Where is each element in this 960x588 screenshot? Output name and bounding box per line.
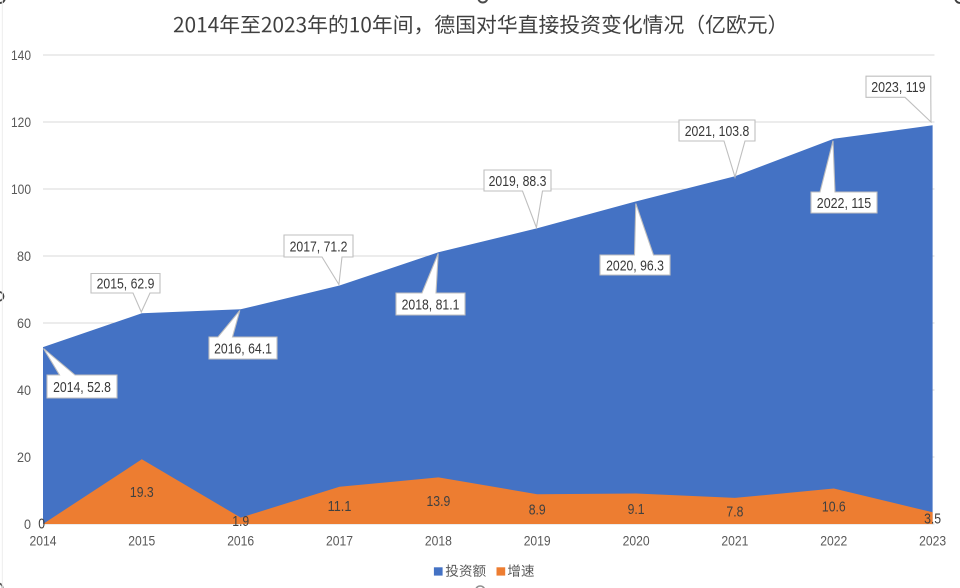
svg-text:7.8: 7.8 (726, 503, 743, 520)
svg-text:11.1: 11.1 (328, 498, 352, 515)
svg-text:3.5: 3.5 (924, 511, 941, 528)
svg-text:2022, 115: 2022, 115 (817, 195, 871, 212)
svg-text:0: 0 (24, 516, 31, 532)
svg-text:2016: 2016 (227, 533, 254, 549)
svg-text:19.3: 19.3 (130, 484, 154, 501)
svg-text:2021, 103.8: 2021, 103.8 (685, 123, 750, 140)
svg-text:2014, 52.8: 2014, 52.8 (53, 379, 111, 396)
svg-text:2023, 119: 2023, 119 (871, 79, 925, 96)
svg-text:2017: 2017 (326, 533, 353, 549)
svg-text:20: 20 (17, 449, 31, 465)
svg-text:2019, 88.3: 2019, 88.3 (489, 173, 547, 190)
svg-text:2019: 2019 (524, 533, 551, 549)
svg-text:100: 100 (11, 181, 31, 197)
svg-text:60: 60 (17, 315, 31, 331)
svg-text:8.9: 8.9 (529, 502, 546, 519)
svg-text:2020: 2020 (623, 533, 650, 549)
svg-text:2014: 2014 (30, 533, 57, 549)
svg-text:1.9: 1.9 (232, 513, 249, 530)
svg-text:2022: 2022 (820, 533, 847, 549)
svg-text:2017, 71.2: 2017, 71.2 (290, 238, 348, 255)
svg-text:2018: 2018 (425, 533, 452, 549)
svg-text:120: 120 (11, 114, 31, 130)
svg-text:40: 40 (17, 382, 31, 398)
svg-text:140: 140 (11, 47, 31, 63)
svg-text:2018, 81.1: 2018, 81.1 (402, 296, 460, 313)
svg-text:10.6: 10.6 (822, 499, 846, 516)
svg-text:80: 80 (17, 248, 31, 264)
svg-text:2021: 2021 (721, 533, 748, 549)
svg-text:2015: 2015 (128, 533, 155, 549)
svg-text:2023: 2023 (919, 533, 946, 549)
svg-text:2016, 64.1: 2016, 64.1 (214, 340, 272, 357)
svg-text:2015, 62.9: 2015, 62.9 (97, 276, 155, 293)
svg-text:2020, 96.3: 2020, 96.3 (606, 257, 664, 274)
svg-text:0: 0 (38, 516, 45, 533)
svg-text:9.1: 9.1 (628, 501, 645, 518)
svg-text:13.9: 13.9 (427, 493, 451, 510)
